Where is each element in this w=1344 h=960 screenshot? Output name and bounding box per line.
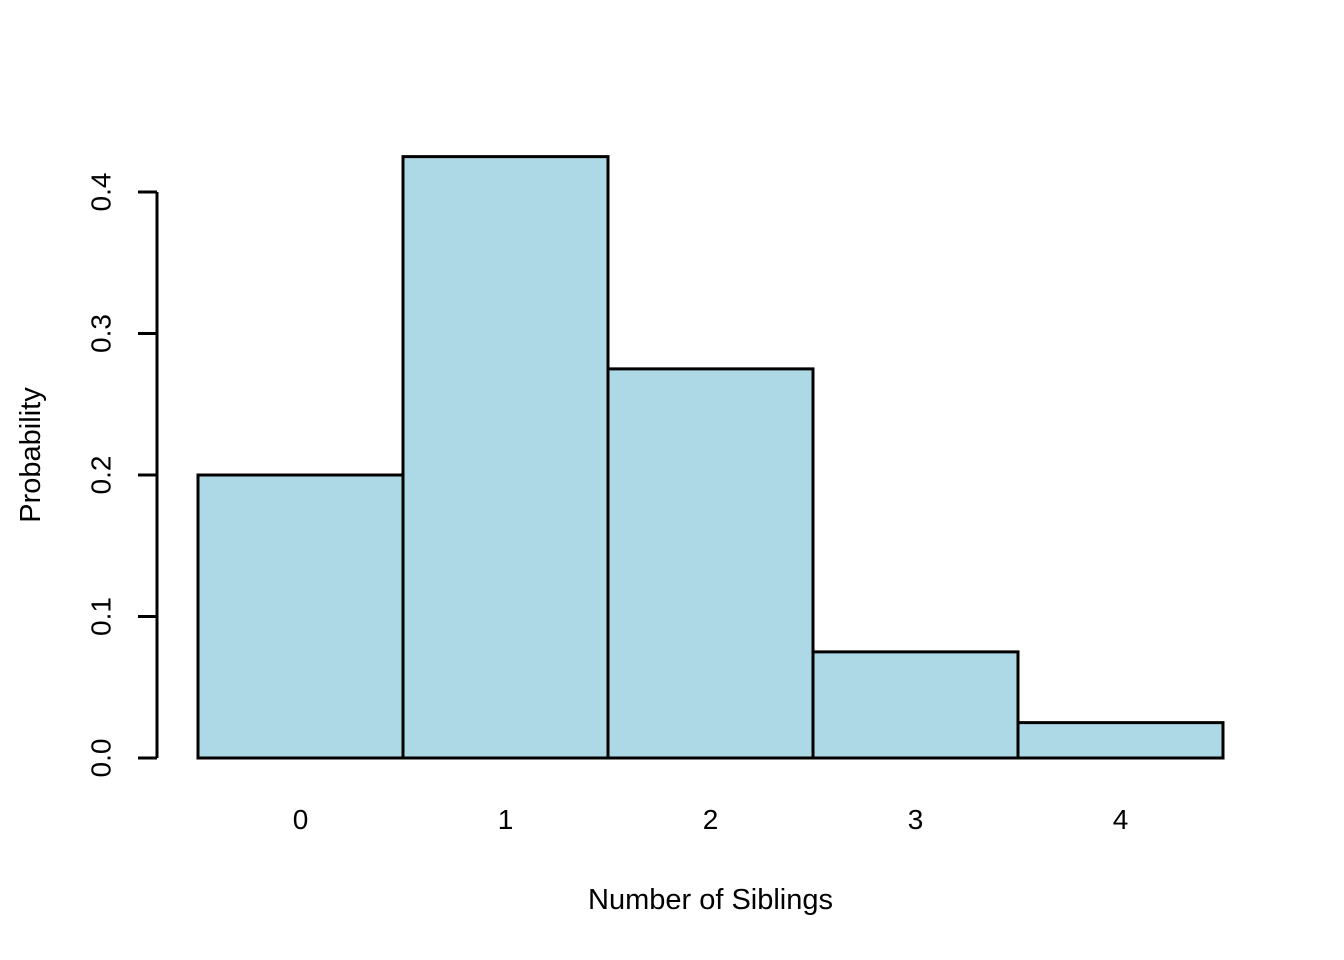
y-tick-label-0.3: 0.3 [86,314,117,353]
x-tick-label-2: 2 [703,804,719,835]
y-tick-label-0.1: 0.1 [86,597,117,636]
bars-group [196,155,1225,760]
y-axis-title: Probability [15,387,47,523]
bar-0 [196,473,405,760]
x-tick-label-4: 4 [1113,804,1129,835]
y-tick-label-0.4: 0.4 [86,173,117,212]
x-tick-label-1: 1 [498,804,514,835]
bar-4 [1016,721,1225,760]
bar-2 [606,367,815,760]
x-tick-label-0: 0 [293,804,309,835]
x-tick-label-3: 3 [908,804,924,835]
y-tick-label-0.0: 0.0 [86,739,117,778]
bar-1 [401,155,610,760]
x-axis-title: Number of Siblings [588,884,833,916]
bar-3 [811,650,1020,760]
y-tick-label-0.2: 0.2 [86,456,117,495]
x-axis-labels: 0 1 2 3 4 [293,804,1129,835]
y-axis: 0.0 0.1 0.2 0.3 0.4 [86,173,159,778]
